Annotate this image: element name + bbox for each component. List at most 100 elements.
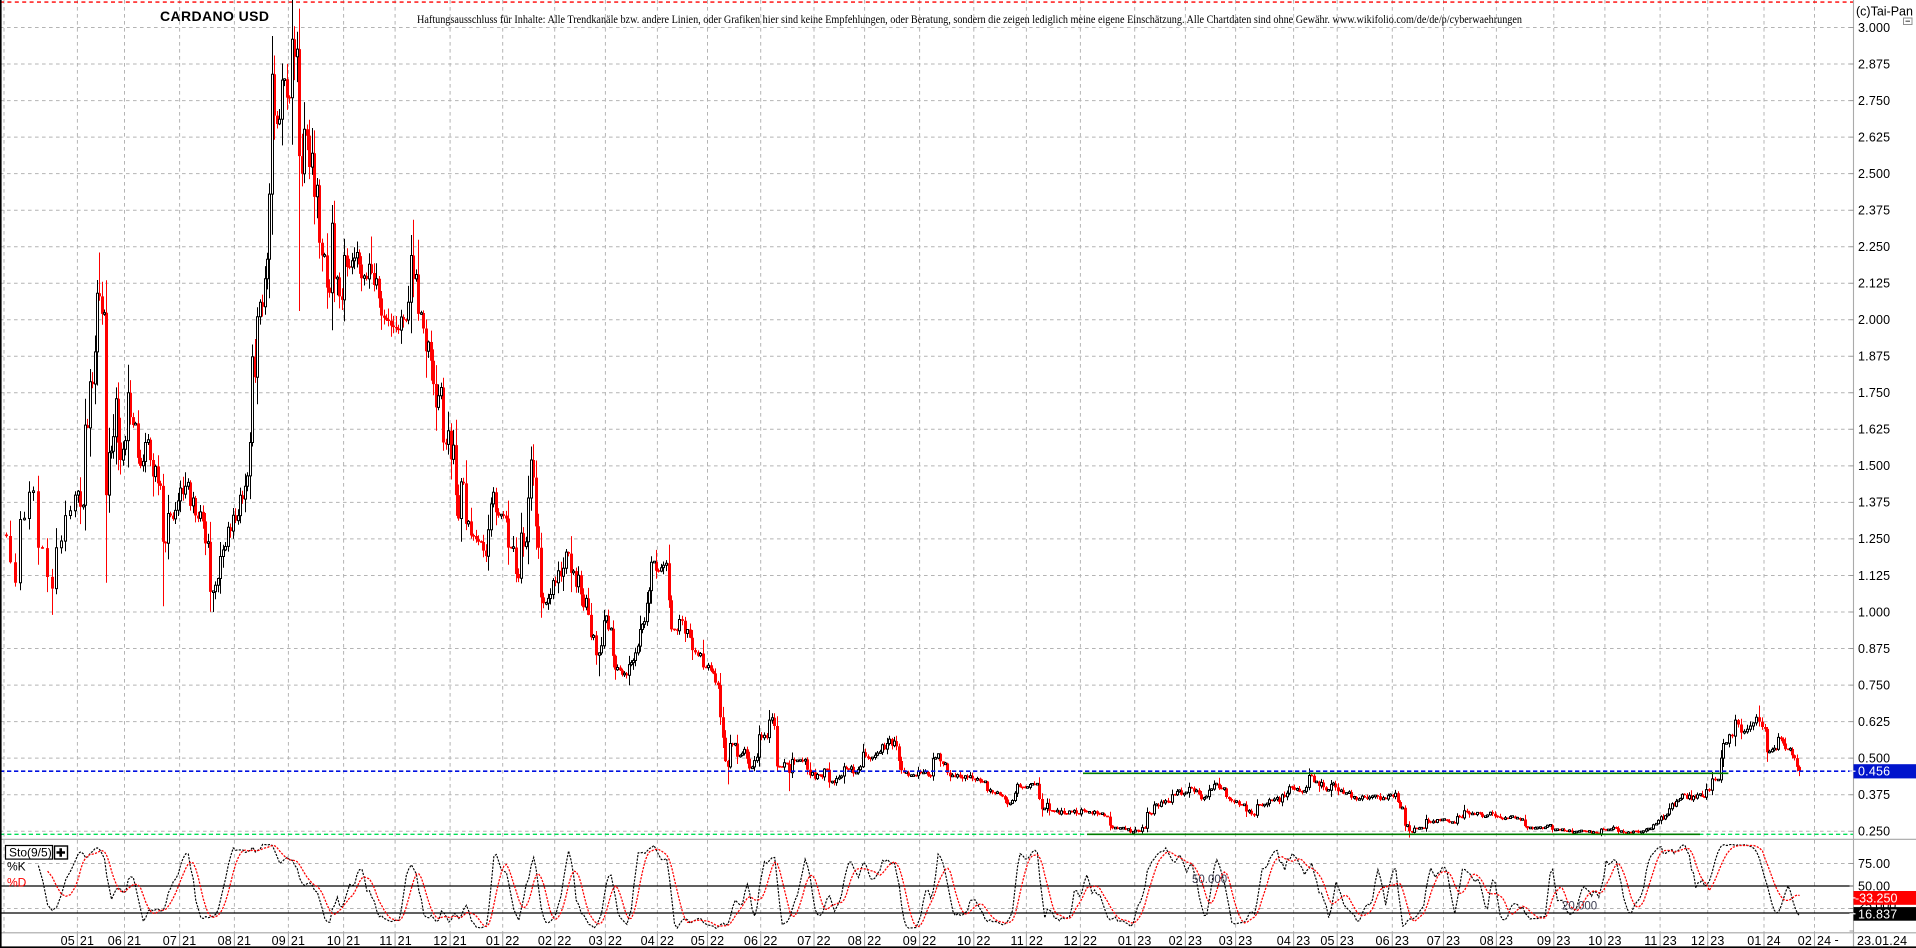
- svg-text:02: 02: [538, 934, 552, 948]
- svg-text:23: 23: [1607, 934, 1621, 948]
- svg-text:1.125: 1.125: [1858, 569, 1890, 583]
- svg-text:22: 22: [660, 934, 674, 948]
- svg-text:01: 01: [1118, 934, 1132, 948]
- svg-text:22: 22: [557, 934, 571, 948]
- svg-text:%D: %D: [7, 876, 27, 890]
- svg-text:11: 11: [379, 934, 392, 948]
- svg-text:22: 22: [976, 934, 990, 948]
- svg-text:2.125: 2.125: [1858, 277, 1890, 291]
- svg-text:12: 12: [1691, 934, 1705, 948]
- svg-text:22: 22: [505, 934, 519, 948]
- svg-text:11: 11: [1644, 934, 1657, 948]
- svg-text:-33.250: -33.250: [1855, 891, 1897, 905]
- svg-text:03: 03: [589, 934, 603, 948]
- svg-text:21: 21: [453, 934, 467, 948]
- svg-text:23: 23: [1188, 934, 1202, 948]
- svg-text:24: 24: [1767, 934, 1781, 948]
- svg-text:07: 07: [1427, 934, 1441, 948]
- svg-text:23: 23: [1663, 934, 1677, 948]
- svg-text:05: 05: [61, 934, 75, 948]
- svg-text:23: 23: [1710, 934, 1724, 948]
- svg-text:22: 22: [817, 934, 831, 948]
- svg-text:1.500: 1.500: [1858, 459, 1890, 473]
- svg-text:06: 06: [108, 934, 122, 948]
- svg-text:23.01.24: 23.01.24: [1857, 934, 1907, 948]
- svg-text:1.250: 1.250: [1858, 532, 1890, 546]
- svg-text:2.875: 2.875: [1858, 57, 1890, 71]
- svg-text:Sto(9/5): Sto(9/5): [9, 846, 52, 860]
- svg-text:09: 09: [903, 934, 917, 948]
- svg-text:21: 21: [80, 934, 94, 948]
- svg-text:08: 08: [218, 934, 232, 948]
- svg-text:16.837: 16.837: [1858, 907, 1897, 921]
- svg-text:11: 11: [1011, 934, 1024, 948]
- svg-text:1.000: 1.000: [1858, 605, 1890, 619]
- svg-text:05: 05: [691, 934, 705, 948]
- svg-text:22: 22: [922, 934, 936, 948]
- svg-text:06: 06: [744, 934, 758, 948]
- svg-text:07: 07: [163, 934, 177, 948]
- svg-text:50.00: 50.00: [1858, 879, 1890, 893]
- svg-text:22: 22: [867, 934, 881, 948]
- svg-text:09: 09: [1537, 934, 1551, 948]
- svg-text:22: 22: [763, 934, 777, 948]
- svg-text:12: 12: [1064, 934, 1078, 948]
- svg-text:01: 01: [486, 934, 500, 948]
- svg-text:10: 10: [327, 934, 341, 948]
- svg-text:0.750: 0.750: [1858, 678, 1890, 692]
- svg-text:CARDANO USD: CARDANO USD: [160, 8, 269, 24]
- svg-text:23: 23: [1137, 934, 1151, 948]
- svg-text:2.000: 2.000: [1858, 313, 1890, 327]
- svg-text:22: 22: [710, 934, 724, 948]
- svg-text:3.000: 3.000: [1858, 21, 1890, 35]
- svg-text:21: 21: [291, 934, 305, 948]
- svg-text:22: 22: [1029, 934, 1043, 948]
- svg-text:0.875: 0.875: [1858, 642, 1890, 656]
- svg-text:01: 01: [1747, 934, 1761, 948]
- svg-text:03: 03: [1219, 934, 1233, 948]
- svg-text:Haftungsausschluss für Inhalte: Haftungsausschluss für Inhalte: Alle Tre…: [417, 12, 1522, 26]
- svg-text:20.000: 20.000: [1562, 901, 1597, 913]
- svg-text:2.250: 2.250: [1858, 240, 1890, 254]
- svg-text:21: 21: [346, 934, 360, 948]
- svg-text:%K: %K: [7, 860, 26, 874]
- svg-text:0.375: 0.375: [1858, 788, 1890, 802]
- svg-text:08: 08: [1480, 934, 1494, 948]
- svg-text:50.000: 50.000: [1192, 874, 1227, 886]
- svg-text:2.375: 2.375: [1858, 204, 1890, 218]
- svg-text:02: 02: [1169, 934, 1183, 948]
- svg-text:21: 21: [398, 934, 412, 948]
- svg-text:02: 02: [1798, 934, 1812, 948]
- svg-text:24: 24: [1817, 934, 1831, 948]
- svg-text:1.750: 1.750: [1858, 386, 1890, 400]
- svg-text:04: 04: [641, 934, 655, 948]
- svg-text:09: 09: [272, 934, 286, 948]
- svg-text:22: 22: [608, 934, 622, 948]
- svg-text:22: 22: [1083, 934, 1097, 948]
- svg-text:2.750: 2.750: [1858, 94, 1890, 108]
- svg-text:23: 23: [1395, 934, 1409, 948]
- svg-text:0.456: 0.456: [1858, 765, 1890, 779]
- svg-text:21: 21: [127, 934, 141, 948]
- svg-text:23: 23: [1556, 934, 1570, 948]
- svg-text:1.875: 1.875: [1858, 350, 1890, 364]
- svg-text:75.00: 75.00: [1858, 857, 1890, 871]
- svg-text:0.250: 0.250: [1858, 825, 1890, 839]
- svg-text:23: 23: [1446, 934, 1460, 948]
- svg-text:23: 23: [1238, 934, 1252, 948]
- svg-text:1.375: 1.375: [1858, 496, 1890, 510]
- svg-text:05: 05: [1320, 934, 1334, 948]
- svg-text:23: 23: [1499, 934, 1513, 948]
- svg-text:12: 12: [433, 934, 447, 948]
- svg-text:-: -: [1835, 933, 1839, 947]
- svg-text:08: 08: [848, 934, 862, 948]
- svg-text:10: 10: [1588, 934, 1602, 948]
- svg-text:21: 21: [237, 934, 251, 948]
- svg-text:23: 23: [1296, 934, 1310, 948]
- svg-text:2.500: 2.500: [1858, 167, 1890, 181]
- svg-text:23: 23: [1340, 934, 1354, 948]
- svg-text:07: 07: [797, 934, 811, 948]
- svg-text:2.625: 2.625: [1858, 130, 1890, 144]
- svg-text:04: 04: [1277, 934, 1291, 948]
- svg-text:1.625: 1.625: [1858, 423, 1890, 437]
